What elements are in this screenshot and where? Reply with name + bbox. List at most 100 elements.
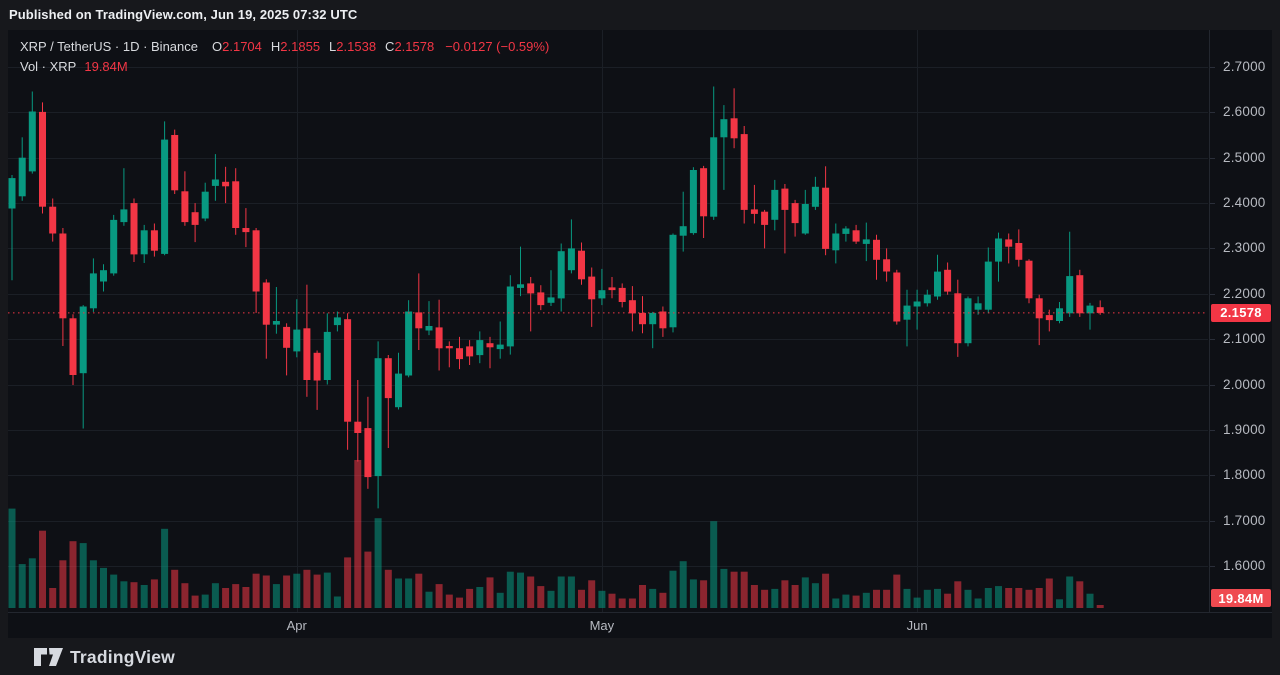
candle-body bbox=[628, 300, 636, 314]
volume-bar bbox=[659, 592, 667, 608]
tradingview-logo-text[interactable]: TradingView bbox=[70, 646, 175, 667]
volume-bar bbox=[171, 569, 179, 608]
candle-body bbox=[517, 284, 524, 288]
volume-bar bbox=[679, 561, 687, 608]
volume-bar bbox=[323, 572, 331, 608]
volume-bar bbox=[639, 585, 646, 608]
candle-body bbox=[211, 179, 219, 186]
volume-bar bbox=[140, 585, 148, 608]
price-axis-label: 2.7000 bbox=[1223, 59, 1266, 74]
price-axis-tick bbox=[1210, 520, 1215, 522]
candle-body bbox=[262, 282, 270, 325]
candle-body bbox=[222, 181, 230, 187]
price-axis-tick bbox=[1210, 475, 1215, 477]
volume-bar bbox=[547, 590, 555, 608]
candle-body bbox=[649, 312, 657, 325]
volume-bar bbox=[242, 587, 250, 608]
volume-bar bbox=[303, 569, 311, 608]
volume-bar bbox=[49, 588, 57, 608]
change-value: −0.0127 (−0.59%) bbox=[445, 39, 550, 54]
candle-body bbox=[272, 321, 280, 325]
volume-bar bbox=[578, 589, 585, 608]
candle-body bbox=[862, 239, 870, 244]
volume-bar bbox=[8, 508, 16, 608]
candle-body bbox=[557, 251, 565, 299]
tradingview-logo-icon[interactable] bbox=[34, 648, 63, 666]
price-axis-label: 2.2000 bbox=[1223, 285, 1266, 301]
candle-body bbox=[242, 228, 250, 233]
volume-bar bbox=[811, 583, 819, 608]
candle-body bbox=[252, 230, 260, 292]
price-axis[interactable]: 2.7000 2.6000 2.5000 2.4000 2.3000 2.2000 2.10… bbox=[1209, 30, 1273, 612]
volume-bar bbox=[710, 521, 718, 608]
candle-body bbox=[110, 219, 118, 274]
volume-bar bbox=[384, 569, 392, 608]
candle-body bbox=[191, 212, 199, 225]
volume-bar bbox=[1086, 593, 1094, 608]
volume-bar bbox=[28, 558, 36, 608]
candle-body bbox=[323, 331, 331, 380]
volume-bar bbox=[191, 595, 199, 608]
candle-body bbox=[456, 348, 463, 360]
volume-bar bbox=[59, 560, 67, 608]
volume-bar bbox=[842, 594, 850, 608]
candle-body bbox=[232, 181, 240, 228]
price-axis-label: 1.8000 bbox=[1223, 467, 1266, 483]
volume-bar bbox=[110, 574, 118, 608]
time-axis[interactable]: Apr May Jun bbox=[8, 612, 1272, 639]
volume-bar bbox=[934, 588, 941, 608]
volume-bar bbox=[1056, 599, 1063, 608]
volume-bar bbox=[873, 589, 880, 608]
candle-body bbox=[1056, 308, 1063, 321]
candle-body bbox=[313, 352, 321, 381]
candle-body bbox=[689, 170, 697, 234]
volume-bar bbox=[354, 460, 362, 608]
chart-pane[interactable] bbox=[8, 30, 1208, 638]
candle-body bbox=[974, 303, 982, 310]
candle-body bbox=[567, 248, 575, 271]
symbol-title[interactable]: XRP / TetherUS · 1D · Binance bbox=[20, 39, 198, 54]
candle-body bbox=[740, 134, 748, 210]
candle-body bbox=[801, 204, 809, 234]
candle-body bbox=[506, 286, 514, 347]
volume-bar bbox=[608, 593, 616, 608]
volume-bar bbox=[456, 597, 463, 608]
candle-body bbox=[28, 111, 36, 172]
volume-bar bbox=[720, 568, 728, 608]
volume-bar bbox=[1066, 576, 1074, 608]
volume-bar bbox=[628, 598, 636, 608]
time-axis-label: Apr bbox=[286, 618, 307, 633]
volume-bar bbox=[120, 581, 128, 608]
volume-bar bbox=[79, 543, 87, 608]
time-axis-label: Jun bbox=[906, 618, 928, 633]
volume-bar bbox=[903, 588, 911, 608]
candle-body bbox=[934, 271, 941, 297]
candle-body bbox=[150, 230, 158, 251]
candle-body bbox=[944, 269, 952, 292]
candle-body bbox=[873, 239, 880, 260]
volume-bar bbox=[1035, 588, 1043, 608]
candle-body bbox=[120, 209, 128, 223]
candle-body bbox=[100, 270, 107, 282]
volume-bar bbox=[39, 530, 46, 608]
volume-label[interactable]: Vol · XRP bbox=[20, 59, 77, 74]
price-axis-tick bbox=[1210, 384, 1215, 386]
volume-bar bbox=[89, 560, 97, 608]
candle-body bbox=[395, 373, 402, 408]
price-axis-label: 2.1000 bbox=[1223, 331, 1266, 347]
volume-bar bbox=[496, 592, 504, 608]
price-axis-label: 2.5000 bbox=[1223, 149, 1266, 165]
volume-bar bbox=[150, 579, 158, 608]
volume-bar bbox=[415, 573, 423, 608]
candle-body bbox=[852, 230, 860, 242]
ohlc-high: H2.1855 bbox=[270, 39, 321, 54]
candle-body bbox=[730, 118, 738, 139]
candle-body bbox=[984, 261, 992, 310]
price-axis-label: 2.6000 bbox=[1223, 104, 1266, 120]
candle-body bbox=[913, 301, 921, 307]
candle-body bbox=[578, 250, 585, 280]
candle-body bbox=[618, 287, 626, 302]
volume-bar bbox=[852, 595, 860, 608]
volume-bar bbox=[537, 586, 545, 608]
candle-body bbox=[710, 137, 718, 217]
